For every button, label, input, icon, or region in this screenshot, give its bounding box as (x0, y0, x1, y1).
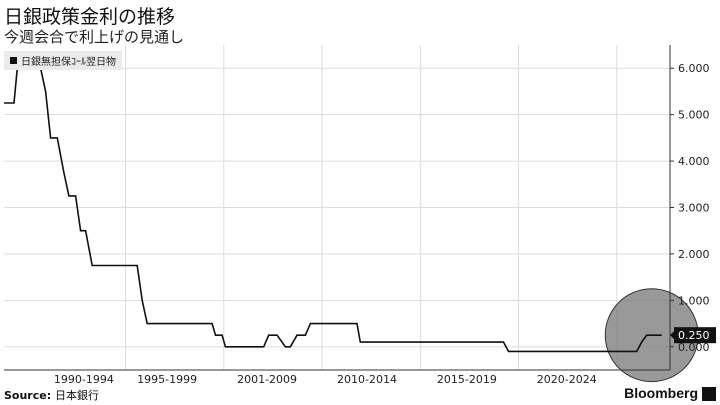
y-tick-label: 1.000 (678, 294, 710, 307)
y-tick-label: 6.000 (678, 62, 710, 75)
y-tick-label: 5.000 (678, 109, 710, 122)
series-layer (4, 67, 662, 353)
x-tick-label: 2001-2009 (237, 373, 297, 386)
bloomberg-terminal-icon (702, 387, 716, 401)
bloomberg-logo: Bloomberg (624, 385, 698, 401)
last-value-flag (674, 327, 716, 344)
source-text: 日本銀行 (54, 389, 99, 402)
x-tick-label: 2015-2019 (437, 373, 497, 386)
y-tick-label: 2.000 (678, 248, 710, 261)
source-line: Source: 日本銀行 (4, 387, 99, 403)
legend-swatch (10, 57, 17, 64)
chart-title: 日銀政策金利の推移 (4, 6, 176, 28)
x-tick-label: 2020-2024 (537, 373, 597, 386)
last-value-flag-pointer (670, 330, 675, 341)
y-tick-label: 0.000 (678, 341, 710, 354)
gridlines (4, 45, 670, 370)
source-label: Source: (4, 389, 52, 402)
chart-subtitle: 今週会合で利上げの見通し (4, 28, 185, 46)
axes: 0.000 1.000 2.000 3.000 4.000 5.000 6.000 1990-… (4, 45, 716, 386)
y-tick-label: 4.000 (678, 155, 710, 168)
last-value-label: 0.250 (678, 329, 710, 342)
x-tick-label: 2010-2014 (337, 373, 397, 386)
series-line (4, 67, 662, 353)
legend: 日銀無担保ｺｰﾙ翌日物 (4, 51, 122, 70)
x-tick-label: 1990-1994 (54, 373, 114, 386)
legend-label: 日銀無担保ｺｰﾙ翌日物 (21, 57, 116, 68)
x-tick-label: 1995-1999 (137, 373, 197, 386)
y-tick-label: 3.000 (678, 202, 710, 215)
